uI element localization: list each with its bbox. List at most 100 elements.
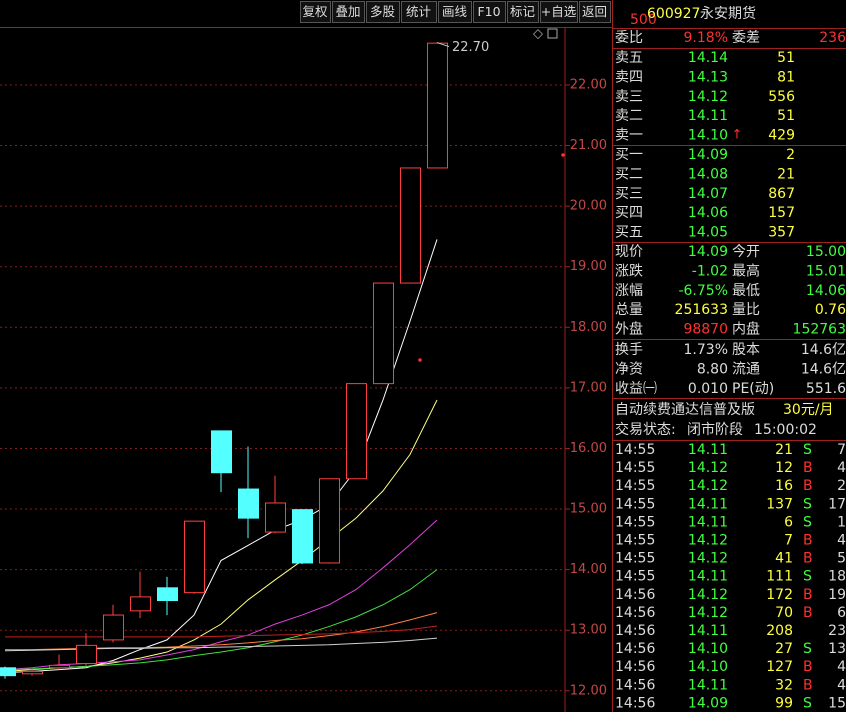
trade-price: 14.11 xyxy=(688,623,728,639)
trade-time: 14:56 xyxy=(615,587,655,603)
book-volume: 429 xyxy=(768,128,795,144)
trade-count: 18 xyxy=(828,569,846,585)
trade-price: 14.10 xyxy=(688,659,728,675)
y-tick-label: 12.00 xyxy=(570,683,607,698)
toolbar-button[interactable] xyxy=(438,1,472,23)
toolbar-button[interactable] xyxy=(473,1,506,23)
icon-diamond[interactable]: ◇ xyxy=(533,27,543,42)
trade-time: 14:55 xyxy=(615,442,655,458)
trade-volume: 99 xyxy=(775,695,793,711)
ad-text[interactable]: 自动续费通达信普及版 xyxy=(615,401,755,418)
trade-volume: 70 xyxy=(775,605,793,621)
y-tick-label: 14.00 xyxy=(570,562,607,577)
toolbar-label[interactable]: +自选 xyxy=(541,4,577,19)
book-price: 14.09 xyxy=(688,147,728,163)
toolbar-button[interactable] xyxy=(507,1,539,23)
y-tick-label: 21.00 xyxy=(570,138,607,153)
trade-volume: 208 xyxy=(766,623,793,639)
label: 流通 xyxy=(732,361,760,377)
stock-code: 600927 xyxy=(647,6,700,22)
toolbar-button[interactable] xyxy=(579,1,611,23)
y-tick-label: 17.00 xyxy=(570,380,607,395)
book-price: 14.06 xyxy=(688,205,728,221)
trade-count: 2 xyxy=(837,478,846,494)
y-tick-label: 22.00 xyxy=(570,77,607,92)
moving-average xyxy=(4,569,438,671)
trade-price: 14.11 xyxy=(688,569,728,585)
toolbar-label[interactable]: 标记 xyxy=(510,4,536,19)
toolbar-button[interactable] xyxy=(540,1,578,23)
book-label: 卖四 xyxy=(615,69,643,85)
trade-count: 7 xyxy=(837,442,846,458)
toolbar-button[interactable] xyxy=(332,1,365,23)
trade-price: 14.12 xyxy=(688,551,728,567)
toolbar-label[interactable]: 叠加 xyxy=(335,4,360,19)
trade-volume: 27 xyxy=(775,641,793,657)
trade-side: S xyxy=(803,569,812,585)
trade-count: 23 xyxy=(828,623,846,639)
label: 交易状态: xyxy=(615,421,676,438)
candle-body xyxy=(76,644,97,665)
candle-body xyxy=(238,488,259,519)
book-price: 14.14 xyxy=(688,50,728,66)
book-volume: 51 xyxy=(777,108,795,124)
toolbar-label[interactable]: 返回 xyxy=(582,4,607,19)
panel-lines xyxy=(612,28,846,441)
trade-volume: 7 xyxy=(784,533,793,549)
book-price: 14.07 xyxy=(688,186,728,202)
label: 涨跌 xyxy=(615,263,643,279)
trade-price: 14.12 xyxy=(688,478,728,494)
trade-price: 14.09 xyxy=(688,695,728,711)
toolbar-button[interactable] xyxy=(401,1,437,23)
value: 152763 xyxy=(793,322,846,338)
trade-volume: 172 xyxy=(766,587,793,603)
trade-count: 6 xyxy=(837,605,846,621)
value: 14.09 xyxy=(688,244,728,260)
toolbar-label[interactable]: 画线 xyxy=(442,4,468,19)
trade-volume: 16 xyxy=(775,478,793,494)
trade-price: 14.12 xyxy=(688,605,728,621)
book-volume: 2 xyxy=(786,147,795,163)
candle-body xyxy=(184,520,205,594)
trade-price: 14.11 xyxy=(688,677,728,693)
trade-volume: 21 xyxy=(775,442,793,458)
trade-count: 19 xyxy=(828,587,846,603)
trade-price: 14.11 xyxy=(688,514,728,530)
label: 总量 xyxy=(615,302,643,318)
toolbar-label[interactable]: 复权 xyxy=(302,4,328,19)
candle-body xyxy=(346,383,367,480)
trade-side: B xyxy=(803,478,813,494)
toolbar-label[interactable]: 多股 xyxy=(370,4,396,19)
book-label: 卖一 xyxy=(615,128,643,144)
trade-price: 14.12 xyxy=(688,587,728,603)
trade-volume: 6 xyxy=(784,514,793,530)
toolbar-button[interactable] xyxy=(300,1,331,23)
toolbar-button[interactable] xyxy=(366,1,400,23)
trade-time: 14:56 xyxy=(615,605,655,621)
candle-body xyxy=(373,282,394,385)
value: 98870 xyxy=(683,322,728,338)
trade-side: S xyxy=(803,442,812,458)
label: 收益㈠ xyxy=(615,381,657,397)
trade-time: 14:55 xyxy=(615,478,655,494)
book-price: 14.08 xyxy=(688,166,728,182)
trade-side: B xyxy=(803,677,813,693)
trade-side: B xyxy=(803,551,813,567)
value: 15:00:02 xyxy=(754,422,817,438)
trade-volume: 127 xyxy=(766,659,793,675)
trade-side: B xyxy=(803,587,813,603)
value: -1.02 xyxy=(692,263,728,279)
value: 251633 xyxy=(675,302,728,318)
high-pointer xyxy=(436,42,450,48)
label: 委差 xyxy=(732,30,760,46)
trade-time: 14:56 xyxy=(615,659,655,675)
value: 15.01 xyxy=(806,263,846,279)
ad-price[interactable]: 30元/月 xyxy=(783,402,834,418)
trade-price: 14.11 xyxy=(688,496,728,512)
toolbar-label[interactable]: 统计 xyxy=(406,4,431,19)
icon-window[interactable] xyxy=(547,28,558,39)
toolbar-label[interactable]: F10 xyxy=(477,4,500,19)
candle-body xyxy=(22,670,43,675)
trade-count: 4 xyxy=(837,460,846,476)
